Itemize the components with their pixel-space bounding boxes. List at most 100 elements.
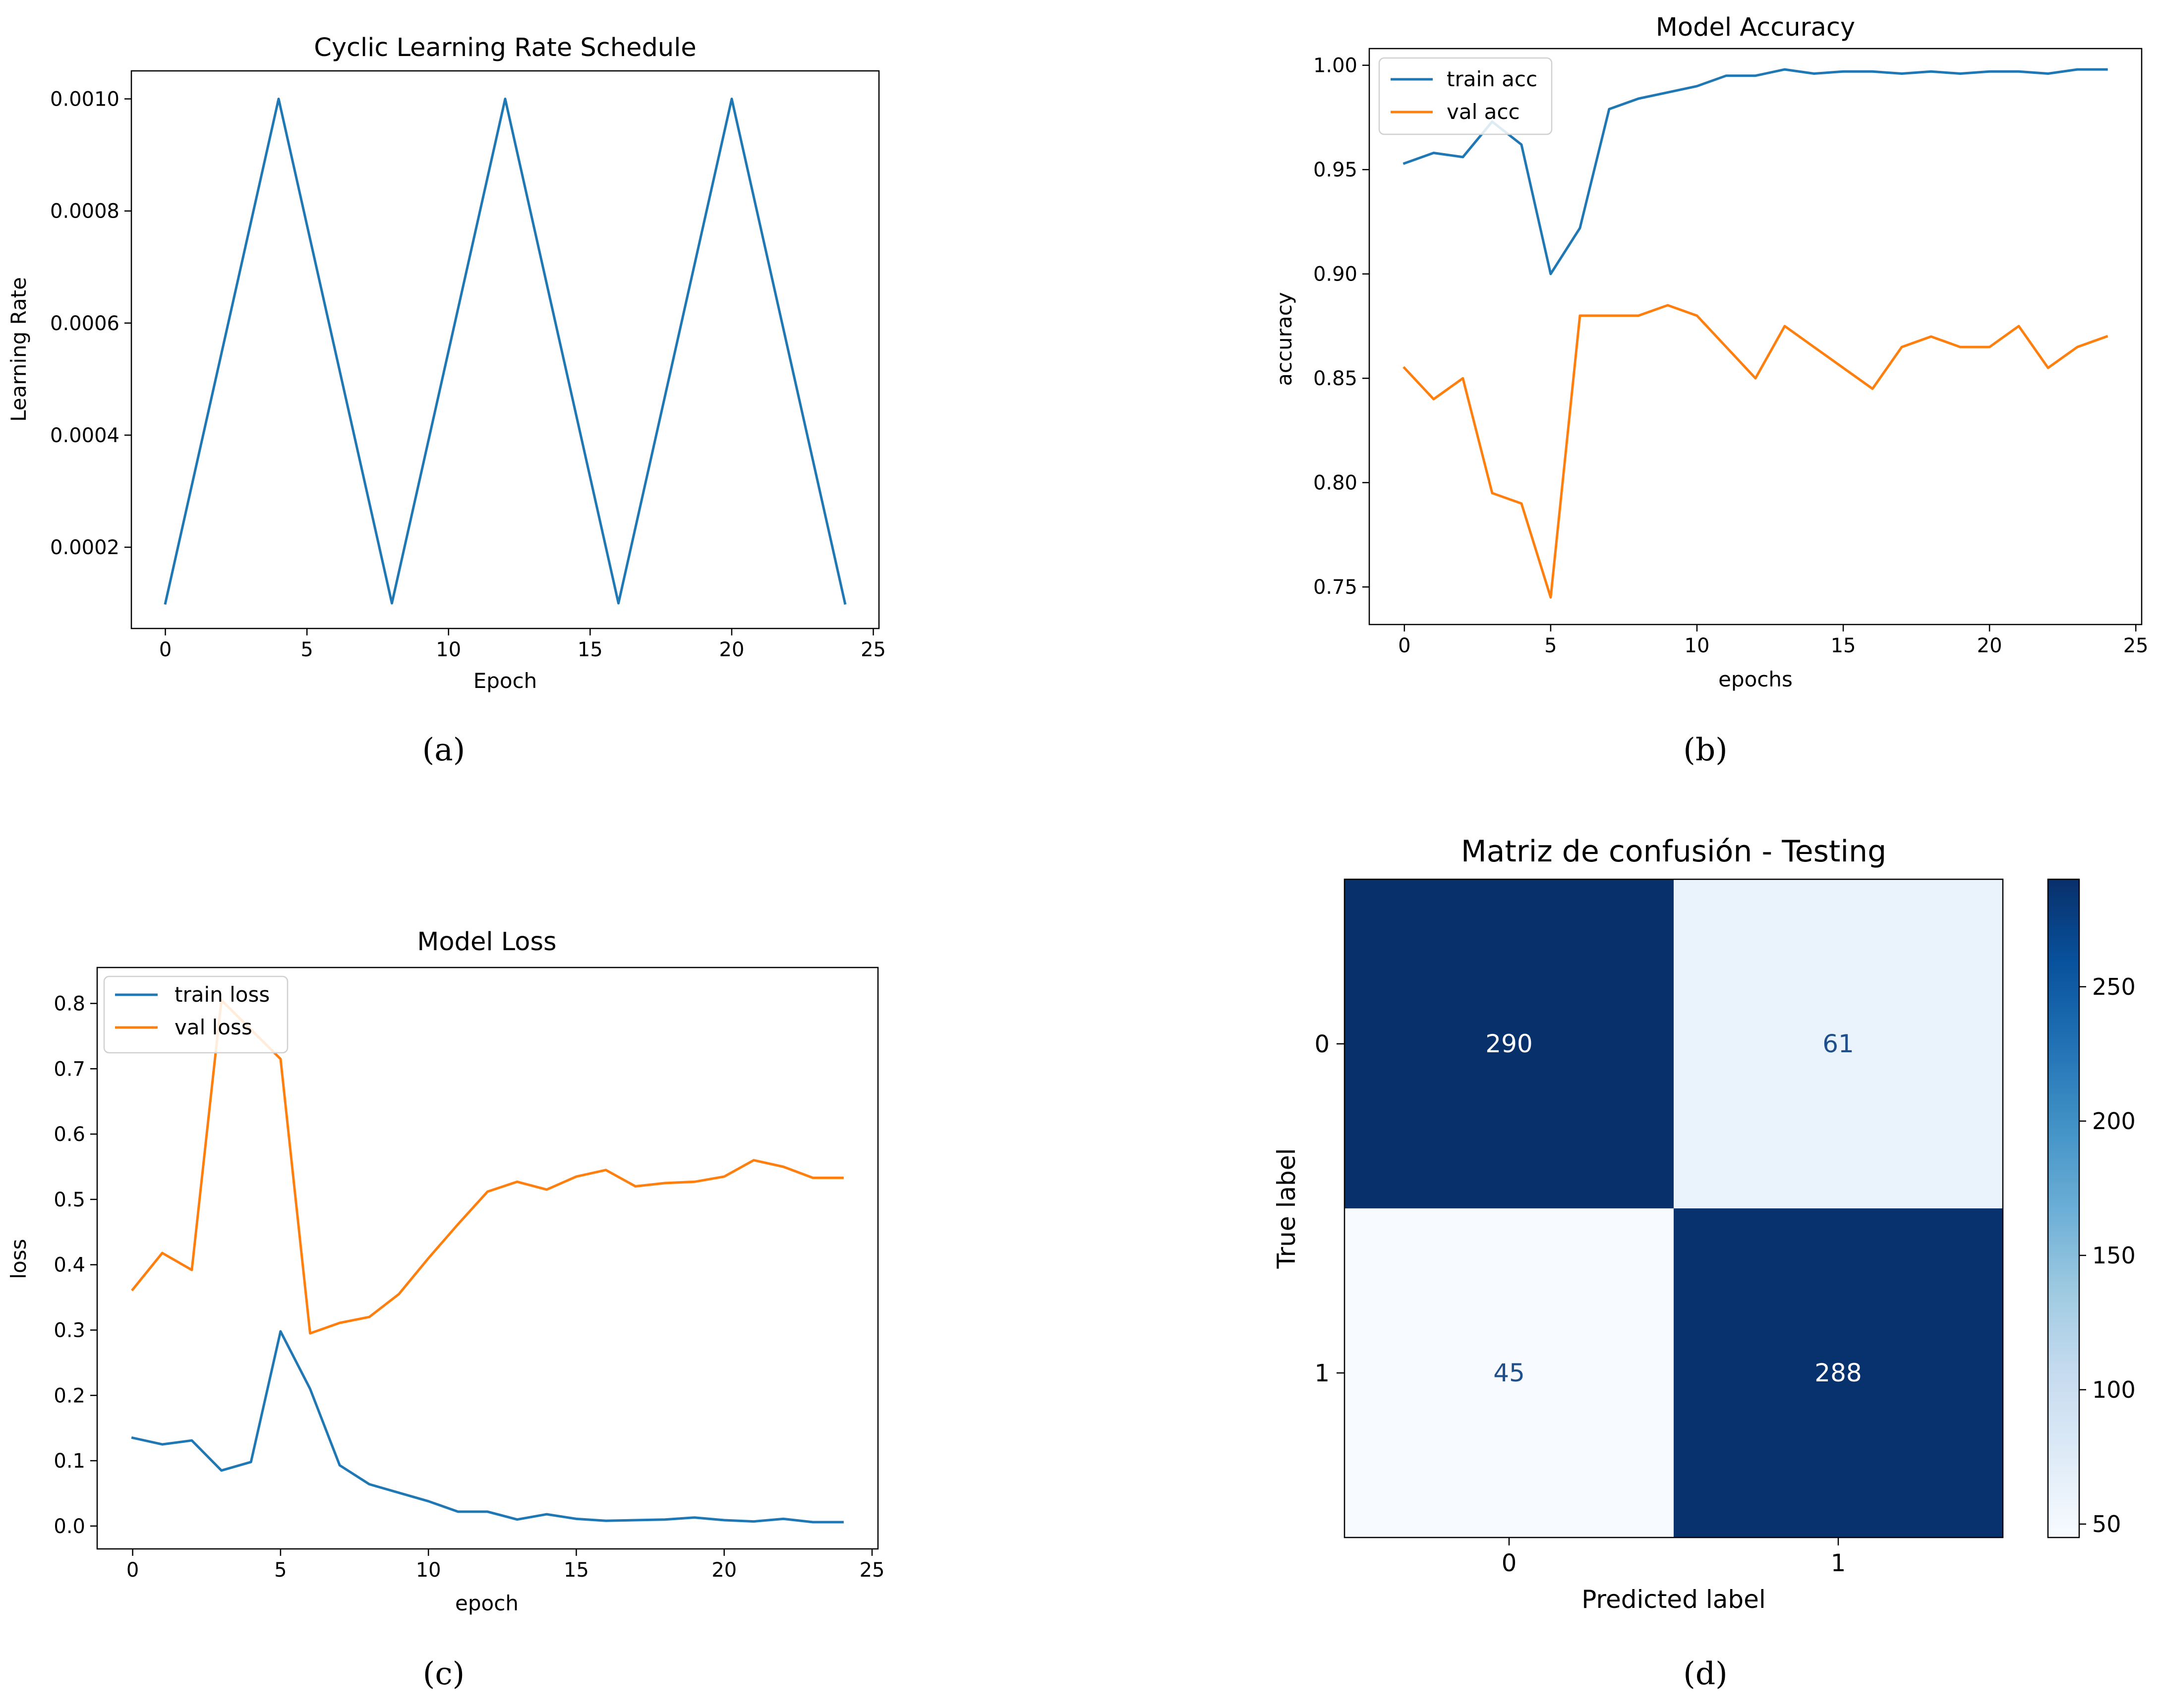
b-legend-label-val: val acc [1447,100,1520,124]
b-xtick-label: 15 [1831,634,1856,657]
c-axes-frame [96,967,879,1550]
b-axes-frame [1368,48,2143,626]
c-ytick-label: 0.8 [54,992,85,1015]
d-colorbar [2047,878,2080,1538]
c-xtick-label: 25 [860,1559,885,1582]
c-ytick-label: 0.3 [54,1319,85,1342]
d-colorbar-tick-label: 250 [2092,973,2136,1000]
a-xtick-label: 25 [861,638,886,661]
c-ytick-label: 0.6 [54,1123,85,1146]
c-ytick-label: 0.7 [54,1058,85,1081]
panel-b: 0 5 10 15 20 25 0.75 0.80 0.85 0.90 0.95 1.00 Model… [1272,13,2149,768]
d-cell [1344,879,1674,1208]
d-ylabel: True label [1272,1148,1301,1269]
a-xlabel: Epoch [473,669,537,693]
b-ylabel: accuracy [1272,292,1296,386]
d-title: Matriz de confusión - Testing [1461,834,1886,869]
b-ytick-label: 1.00 [1313,55,1357,77]
a-lines [164,98,847,605]
b-ytick-label: 0.85 [1313,367,1357,390]
c-ytick-label: 0.5 [54,1189,85,1211]
d-cell [1344,1208,1674,1537]
a-xtick-label: 20 [719,638,745,661]
panel-c: 0 5 10 15 20 25 0.0 0.1 0.2 0.3 0.4 0.5 0.6 0.7 0.8 Mo… [6,927,885,1692]
c-title: Model Loss [417,927,556,957]
a-ytick-label: 0.0004 [50,424,119,447]
d-colorbar-tick-label: 50 [2092,1511,2121,1537]
d-ticks: 0 1 0 1 [1314,1030,1846,1577]
d-cell-value: 290 [1485,1029,1532,1058]
b-legend: train acc val acc [1378,57,1553,135]
c-xtick-label: 0 [126,1559,139,1582]
b-xtick-label: 5 [1544,634,1557,657]
b-xtick-label: 20 [1977,634,2002,657]
a-xtick-label: 0 [159,638,172,661]
d-cell-value: 45 [1493,1359,1525,1387]
b-ytick-label: 0.90 [1313,263,1357,286]
a-xtick-label: 15 [578,638,603,661]
b-xtick-label: 25 [2123,634,2149,657]
a-axes-frame [130,70,880,629]
panel-a: 0 5 10 15 20 25 0.0002 0.0004 0.0006 0.0008 0.0010… [6,33,886,768]
b-series-0-line [1402,68,2108,276]
d-xtick-label: 0 [1502,1549,1517,1577]
d-cell [1674,879,2003,1208]
c-ytick-label: 0.4 [54,1254,85,1277]
c-ylabel: loss [6,1239,31,1279]
b-ytick-label: 0.75 [1313,576,1357,599]
d-cell [1674,1208,2003,1537]
d-colorbar-tick-label: 200 [2092,1108,2136,1135]
b-ticks: 0 5 10 15 20 25 0.75 0.80 0.85 0.90 0.95 1.00 [1313,55,2149,657]
c-xtick-label: 5 [274,1559,287,1582]
d-cell-value: 61 [1822,1029,1854,1058]
a-ytick-label: 0.0010 [50,88,119,111]
b-lines [1402,68,2108,599]
d-ytick-label: 1 [1314,1360,1330,1387]
d-ytick-label: 0 [1314,1030,1330,1058]
b-caption: (b) [1683,732,1728,768]
c-lines [131,999,844,1524]
c-series-0-line [131,1330,844,1524]
a-ticks: 0 5 10 15 20 25 0.0002 0.0004 0.0006 0.0008 0.0010 [50,88,886,661]
a-caption: (a) [422,732,466,768]
c-caption: (c) [423,1655,465,1692]
c-legend: train loss val loss [103,975,289,1054]
d-caption: (d) [1683,1655,1728,1692]
c-legend-label-val: val loss [175,1015,252,1039]
c-legend-label-train: train loss [175,982,270,1007]
b-title: Model Accuracy [1656,13,1855,42]
c-ytick-label: 0.2 [54,1384,85,1407]
b-legend-box [1378,57,1553,135]
b-legend-label-train: train acc [1447,67,1537,91]
b-series-1-line [1402,304,2108,599]
d-cells: 290 61 45 288 [1344,879,2003,1537]
a-ytick-label: 0.0006 [50,312,119,335]
c-ytick-label: 0.1 [54,1450,85,1473]
a-title: Cyclic Learning Rate Schedule [314,33,697,62]
d-colorbar-ticks: 50 100 150 200 250 [2079,973,2136,1537]
a-series-0-line [164,98,847,605]
b-ytick-label: 0.80 [1313,472,1357,495]
c-xlabel: epoch [455,1591,519,1615]
a-xtick-label: 10 [436,638,461,661]
d-axes-frame [1343,878,2004,1538]
c-xtick-label: 20 [711,1559,737,1582]
a-ylabel: Learning Rate [6,277,31,422]
b-ytick-label: 0.95 [1313,159,1357,181]
b-xtick-label: 0 [1398,634,1410,657]
c-ticks: 0 5 10 15 20 25 0.0 0.1 0.2 0.3 0.4 0.5 0.6 0.7 0.8 [54,992,884,1582]
c-xtick-label: 10 [416,1559,441,1582]
d-xlabel: Predicted label [1581,1585,1766,1614]
a-xtick-label: 5 [300,638,313,661]
panel-d: 290 61 45 288 0 1 0 1 Matriz de confusión - Te… [1272,834,2136,1692]
c-xtick-label: 15 [564,1559,589,1582]
b-xlabel: epochs [1718,667,1793,691]
d-xtick-label: 1 [1831,1549,1846,1577]
d-cell-value: 288 [1814,1359,1862,1387]
a-ytick-label: 0.0002 [50,536,119,559]
d-colorbar-tick-label: 100 [2092,1376,2136,1403]
b-xtick-label: 10 [1685,634,1710,657]
d-colorbar-tick-label: 150 [2092,1242,2136,1269]
c-ytick-label: 0.0 [54,1515,85,1538]
